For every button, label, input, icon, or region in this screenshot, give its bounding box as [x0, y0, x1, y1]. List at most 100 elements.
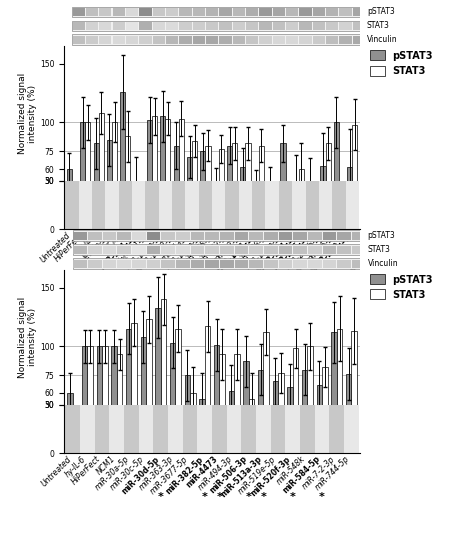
Bar — [334, 122, 339, 239]
Bar — [112, 122, 117, 239]
Bar — [132, 232, 146, 240]
Bar — [183, 405, 198, 453]
Bar — [313, 22, 325, 30]
Bar — [279, 181, 292, 229]
Bar — [264, 232, 277, 240]
Bar — [126, 329, 131, 463]
Text: *: * — [217, 492, 222, 502]
Bar — [337, 246, 351, 254]
Bar — [273, 22, 285, 30]
Bar — [344, 405, 359, 453]
Bar — [240, 167, 246, 239]
Text: Vinculin: Vinculin — [367, 35, 398, 44]
Bar — [86, 36, 98, 44]
Bar — [228, 391, 234, 463]
Bar — [300, 8, 312, 16]
Bar — [139, 36, 152, 44]
Bar — [352, 246, 365, 254]
Text: pSTAT3: pSTAT3 — [367, 231, 395, 240]
Bar — [191, 246, 204, 254]
Bar — [166, 8, 178, 16]
Bar — [265, 181, 279, 229]
Bar — [72, 6, 365, 17]
Bar — [95, 405, 109, 453]
Bar — [279, 246, 292, 254]
Bar — [219, 149, 224, 239]
Bar — [346, 374, 351, 463]
Bar — [323, 232, 336, 240]
Bar — [159, 181, 172, 229]
Bar — [153, 36, 165, 44]
Bar — [175, 329, 181, 463]
Bar — [161, 246, 175, 254]
Bar — [199, 181, 212, 229]
Bar — [205, 326, 210, 463]
Text: *: * — [256, 268, 262, 278]
Bar — [214, 187, 219, 239]
Bar — [319, 181, 332, 229]
Bar — [103, 260, 116, 268]
Bar — [249, 260, 263, 268]
Bar — [67, 169, 72, 239]
Bar — [246, 36, 258, 44]
Bar — [337, 260, 351, 268]
Bar — [165, 119, 171, 239]
Bar — [308, 346, 313, 463]
Bar — [292, 181, 306, 229]
Bar — [152, 116, 157, 239]
Bar — [353, 22, 365, 30]
Bar — [154, 405, 168, 453]
Bar — [353, 36, 365, 44]
Bar — [82, 346, 88, 463]
Bar — [88, 346, 93, 463]
Bar — [147, 246, 160, 254]
Bar — [184, 375, 190, 463]
Bar — [249, 246, 263, 254]
Bar — [252, 181, 265, 229]
Bar — [226, 181, 239, 229]
Bar — [185, 181, 199, 229]
Bar — [134, 183, 139, 239]
Bar — [212, 405, 227, 453]
Bar — [86, 22, 98, 30]
Bar — [212, 181, 226, 229]
Bar — [233, 22, 245, 30]
Bar — [206, 22, 218, 30]
Bar — [166, 22, 178, 30]
Bar — [233, 36, 245, 44]
Bar — [80, 122, 85, 239]
Bar — [112, 22, 125, 30]
Bar — [259, 8, 272, 16]
Bar — [190, 393, 196, 463]
Bar — [329, 405, 344, 453]
Bar — [300, 36, 312, 44]
Bar — [126, 8, 138, 16]
Bar — [227, 146, 232, 239]
Bar — [259, 36, 272, 44]
Bar — [112, 36, 125, 44]
Bar — [103, 232, 116, 240]
Bar — [308, 232, 321, 240]
Bar — [235, 260, 248, 268]
Bar — [112, 8, 125, 16]
Legend: pSTAT3, STAT3: pSTAT3, STAT3 — [368, 49, 435, 78]
Bar — [191, 260, 204, 268]
Bar — [176, 246, 190, 254]
Bar — [118, 246, 131, 254]
Bar — [339, 22, 352, 30]
Bar — [146, 181, 159, 229]
Bar — [176, 260, 190, 268]
Bar — [286, 22, 298, 30]
Bar — [191, 232, 204, 240]
Y-axis label: Normalized signal
intensity (%): Normalized signal intensity (%) — [18, 73, 37, 154]
Bar — [300, 405, 315, 453]
Legend: pSTAT3, STAT3: pSTAT3, STAT3 — [368, 272, 435, 302]
Bar — [205, 260, 219, 268]
Text: *: * — [349, 268, 355, 278]
Bar — [139, 8, 152, 16]
Bar — [139, 405, 154, 453]
Bar — [118, 260, 131, 268]
Bar — [80, 405, 95, 453]
Bar — [73, 244, 366, 255]
Bar — [331, 332, 337, 463]
